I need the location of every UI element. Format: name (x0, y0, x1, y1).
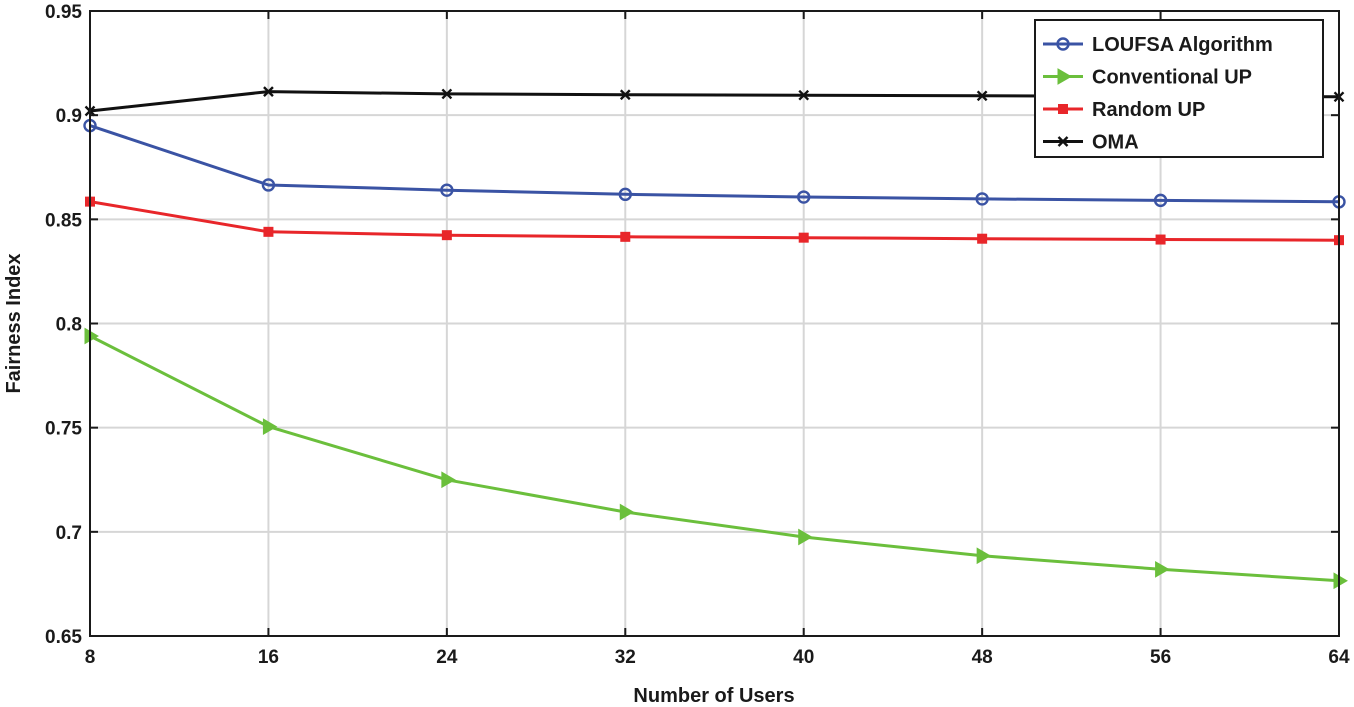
legend-label: Random UP (1092, 99, 1205, 121)
data-point (977, 233, 988, 244)
data-point (261, 178, 276, 192)
data-point (441, 88, 453, 100)
x-tick-label: 48 (972, 647, 993, 668)
data-point (1153, 193, 1168, 208)
data-point (976, 547, 992, 565)
x-marker-stroke (976, 90, 988, 102)
x-tick-label: 32 (615, 647, 636, 668)
data-point (619, 503, 635, 521)
data-point (263, 86, 274, 97)
data-point (975, 192, 989, 206)
x-marker-stroke (619, 89, 631, 101)
data-point (620, 231, 631, 242)
x-tick-label: 24 (436, 647, 458, 668)
data-point (1155, 234, 1166, 245)
x-marker-stroke (1057, 136, 1069, 147)
series-line (89, 124, 1340, 204)
series-line (89, 200, 1340, 242)
y-tick-label: 0.75 (45, 419, 82, 440)
data-point (798, 232, 809, 243)
data-point (263, 226, 274, 237)
x-marker-stroke (263, 86, 274, 97)
legend-label: Conventional UP (1092, 67, 1252, 89)
series-layer (83, 86, 1349, 590)
y-tick-label: 0.65 (45, 627, 82, 648)
data-point (797, 190, 811, 204)
y-tick-label: 0.85 (45, 210, 82, 231)
x-marker-stroke (441, 88, 453, 100)
data-point (441, 471, 456, 489)
x-tick-label: 8 (85, 647, 96, 668)
legend-item: Random UP (1043, 99, 1205, 121)
legend-item: OMA (1043, 132, 1139, 154)
x-tick-label: 56 (1150, 647, 1171, 668)
legend-swatch-marker (1057, 68, 1073, 85)
x-axis-label: Number of Users (633, 685, 794, 707)
data-point (618, 187, 632, 202)
data-point (262, 418, 278, 435)
legend-swatch-marker (1058, 104, 1068, 114)
data-point (440, 183, 454, 197)
legend-label: OMA (1092, 132, 1139, 154)
data-point (619, 89, 631, 101)
y-tick-label: 0.95 (45, 2, 82, 23)
series-conventional-up (84, 327, 1349, 590)
data-point (84, 327, 100, 345)
y-tick-label: 0.7 (56, 523, 82, 544)
legend: LOUFSA Algorithm Conventional UP Random UP… (1034, 19, 1324, 158)
x-tick-labels: 8 16 24 32 40 48 56 64 (85, 647, 1350, 668)
x-tick-label: 64 (1328, 647, 1350, 668)
data-point (798, 89, 810, 101)
series-line (89, 334, 1340, 583)
data-point (976, 90, 988, 102)
legend-label: LOUFSA Algorithm (1092, 34, 1273, 56)
legend-swatch-marker (1056, 37, 1070, 51)
data-point (441, 230, 452, 241)
y-axis-label: Fairness Index (3, 253, 25, 393)
legend-item: Conventional UP (1043, 67, 1252, 89)
x-tick-label: 16 (258, 647, 279, 668)
legend-item: LOUFSA Algorithm (1043, 34, 1273, 56)
data-point (798, 528, 813, 546)
x-marker-stroke (798, 89, 810, 101)
y-tick-labels: 0.65 0.7 0.75 0.8 0.85 0.9 0.95 (45, 2, 82, 648)
x-tick-label: 40 (793, 647, 814, 668)
data-point (1155, 560, 1170, 578)
y-tick-label: 0.9 (56, 106, 82, 127)
y-tick-label: 0.8 (56, 315, 82, 336)
data-point (1333, 572, 1349, 590)
series-loufsa-algorithm (83, 118, 1346, 209)
legend-swatch-marker (1057, 136, 1069, 147)
tick-marks (89, 10, 1340, 637)
